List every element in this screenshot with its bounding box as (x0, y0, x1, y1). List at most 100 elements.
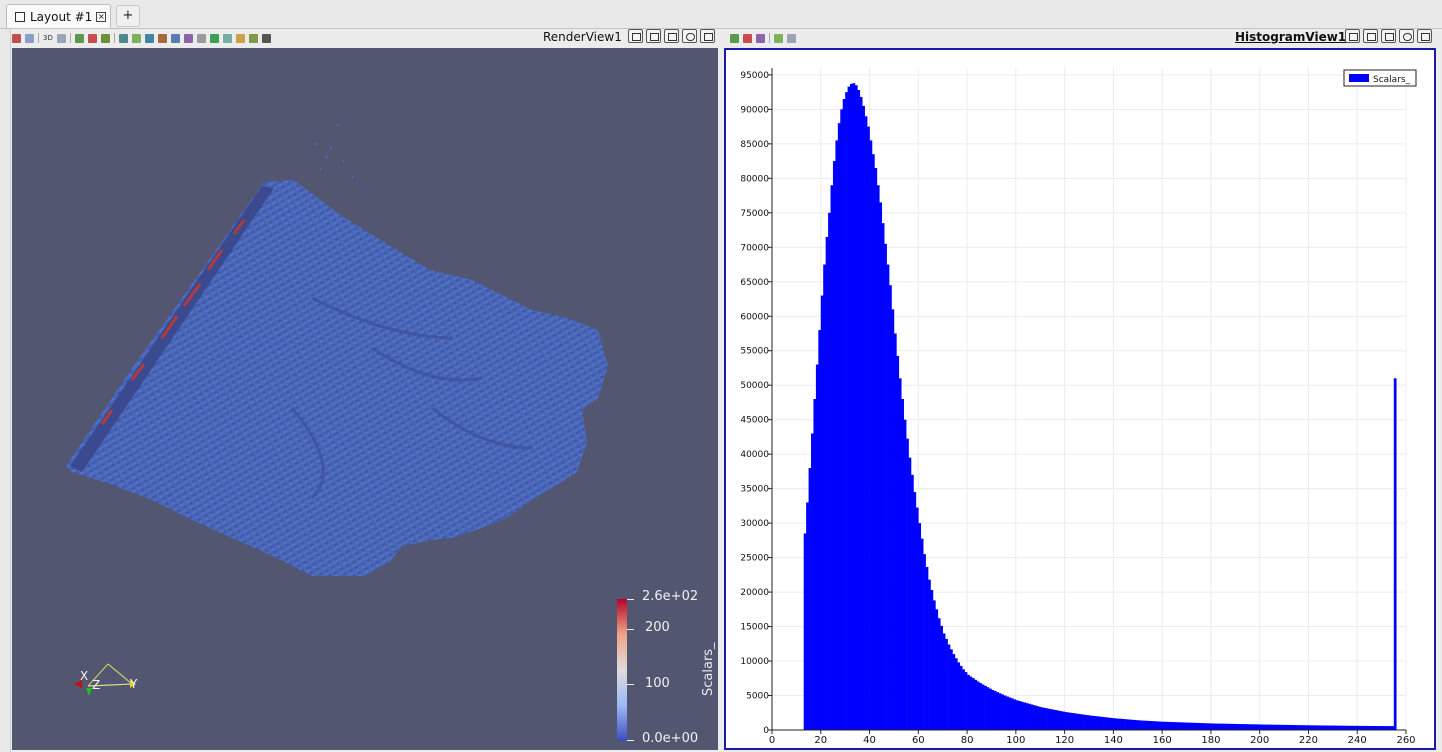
histogram-bar[interactable] (986, 687, 990, 730)
histogram-bar[interactable] (862, 105, 865, 731)
histogram-bar[interactable] (1335, 725, 1339, 730)
histogram-bar[interactable] (1220, 723, 1224, 730)
histogram-bar[interactable] (1159, 721, 1163, 730)
histogram-bar[interactable] (1254, 724, 1258, 730)
histogram-bar[interactable] (1181, 722, 1185, 730)
histogram-bar[interactable] (1240, 724, 1243, 730)
histogram-bar[interactable] (1120, 718, 1124, 730)
histogram-bar[interactable] (1023, 702, 1026, 730)
histogram-bar[interactable] (1167, 721, 1170, 730)
histogram-bar[interactable] (811, 433, 814, 730)
histogram-bar[interactable] (1062, 711, 1065, 730)
histogram-bar[interactable] (857, 90, 861, 731)
histogram-bar[interactable] (1186, 722, 1190, 730)
histogram-bar[interactable] (1325, 725, 1329, 730)
histogram-bar[interactable] (869, 140, 873, 730)
extract-selection-icon[interactable] (183, 33, 193, 43)
histogram-bar[interactable] (1264, 724, 1268, 730)
histogram-bar[interactable] (823, 264, 826, 730)
histogram-bar[interactable] (1064, 712, 1068, 730)
histogram-bar[interactable] (1184, 722, 1187, 730)
histogram-bar[interactable] (1279, 724, 1282, 730)
histogram-bar[interactable] (1162, 721, 1165, 730)
histogram-bar[interactable] (1298, 725, 1302, 730)
histogram-bar[interactable] (1291, 725, 1295, 730)
tab-layout-1[interactable]: Layout #1 × (6, 4, 111, 28)
histogram-bar[interactable] (1057, 710, 1061, 730)
histogram-bar[interactable] (1001, 694, 1004, 730)
histogram-bar[interactable] (1362, 725, 1365, 730)
close-view-button[interactable] (700, 29, 715, 43)
histogram-bar[interactable] (1198, 723, 1202, 730)
histogram-bar[interactable] (893, 333, 897, 730)
histogram-bar[interactable] (1110, 718, 1114, 730)
histogram-bar[interactable] (1245, 724, 1248, 730)
histogram-bar[interactable] (1364, 725, 1368, 730)
histogram-bar[interactable] (984, 685, 987, 730)
histogram-bar[interactable] (1315, 725, 1319, 730)
histogram-bar[interactable] (1330, 725, 1334, 730)
histogram-bar[interactable] (1366, 725, 1370, 730)
edit-selection-icon[interactable] (248, 33, 258, 43)
histogram-bar[interactable] (808, 467, 812, 730)
histogram-bar[interactable] (1106, 717, 1109, 730)
histogram-bar[interactable] (1091, 715, 1095, 730)
histogram-bar[interactable] (1310, 725, 1314, 730)
histogram-bar[interactable] (1025, 703, 1029, 730)
clear-selection-icon[interactable] (261, 33, 271, 43)
histogram-bar[interactable] (825, 236, 829, 730)
histogram-bar[interactable] (1232, 723, 1236, 730)
maximize-button[interactable] (664, 29, 679, 43)
histogram-bar[interactable] (871, 154, 875, 731)
histogram-view-viewport[interactable]: 0 20 40 60 80 100 120 140 160 180 200 220 240 260 0 500… (724, 48, 1436, 750)
histogram-bar[interactable] (1018, 701, 1022, 730)
histogram-bar[interactable] (1154, 721, 1158, 730)
histogram-bar[interactable] (859, 96, 863, 730)
histogram-bar[interactable] (1093, 716, 1097, 730)
histogram-bar[interactable] (886, 264, 890, 730)
histogram-bar[interactable] (850, 83, 853, 730)
toggle-3d-button[interactable]: 3D (43, 34, 53, 42)
histogram-bar[interactable] (1252, 724, 1256, 730)
render-scene[interactable]: X Z Y (12, 48, 718, 750)
histogram-bar[interactable] (1176, 722, 1180, 730)
split-vertical-button[interactable] (1363, 29, 1378, 43)
histogram-bar[interactable] (879, 202, 883, 730)
histogram-bar[interactable] (1076, 713, 1080, 730)
histogram-bar[interactable] (959, 665, 963, 730)
histogram-bar[interactable] (952, 654, 956, 730)
histogram-bar[interactable] (1391, 726, 1395, 730)
select-points-icon[interactable] (87, 33, 97, 43)
histogram-bar[interactable] (1152, 721, 1156, 730)
histogram-bar[interactable] (828, 212, 831, 730)
histogram-bar[interactable] (1081, 714, 1085, 730)
histogram-bar[interactable] (1376, 726, 1380, 730)
histogram-bar[interactable] (1247, 724, 1251, 730)
histogram-view-title[interactable]: HistogramView1 (1235, 30, 1347, 44)
reset-camera-icon[interactable] (12, 33, 21, 43)
histogram-bar[interactable] (920, 538, 924, 730)
histogram-bar[interactable] (1359, 725, 1363, 730)
histogram-bar[interactable] (1327, 725, 1331, 730)
histogram-bar[interactable] (1096, 716, 1100, 730)
histogram-bar[interactable] (1045, 708, 1048, 730)
histogram-bar[interactable] (974, 679, 978, 730)
histogram-bar[interactable] (1257, 724, 1260, 730)
select-polygon-icon[interactable] (144, 33, 154, 43)
histogram-bar[interactable] (1357, 725, 1360, 730)
close-view-button[interactable] (1417, 29, 1432, 43)
histogram-bar[interactable] (998, 693, 1002, 730)
histogram-bar[interactable] (1276, 724, 1280, 730)
histogram-bar[interactable] (1164, 721, 1168, 730)
histogram-bar[interactable] (1086, 715, 1090, 730)
histogram-bar[interactable] (976, 681, 980, 730)
histogram-bar[interactable] (1042, 707, 1046, 730)
histogram-bar[interactable] (1371, 725, 1375, 730)
histogram-bar[interactable] (1306, 725, 1309, 730)
render-view-viewport[interactable]: X Z Y (12, 48, 718, 750)
histogram-bar[interactable] (918, 523, 922, 730)
histogram-bar[interactable] (937, 618, 941, 730)
hover-points-icon[interactable] (157, 33, 167, 43)
reset-camera-closest-icon[interactable] (25, 33, 34, 43)
histogram-bar[interactable] (1259, 724, 1263, 730)
